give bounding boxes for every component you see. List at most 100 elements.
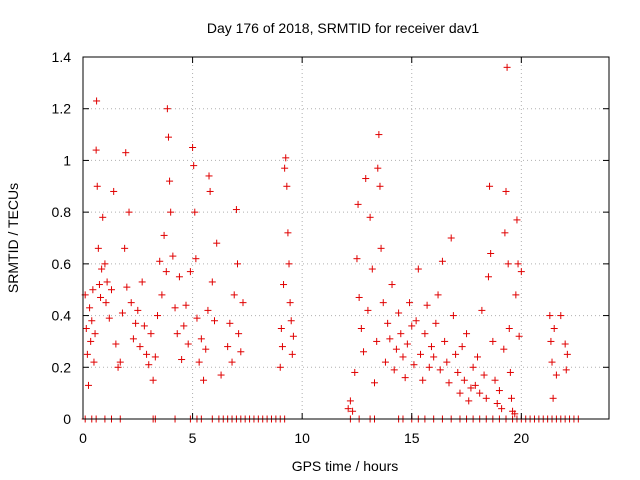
data-point xyxy=(232,206,240,214)
data-point xyxy=(208,278,216,286)
data-point xyxy=(449,312,457,320)
data-point xyxy=(438,257,446,265)
data-point xyxy=(355,293,363,301)
data-point xyxy=(175,273,183,281)
data-point xyxy=(99,213,107,221)
data-point xyxy=(507,394,515,402)
data-point xyxy=(434,291,442,299)
data-point xyxy=(395,309,403,317)
x-tick-label: 10 xyxy=(294,430,310,446)
data-point xyxy=(237,348,245,356)
data-point xyxy=(354,200,362,208)
data-point xyxy=(88,317,96,325)
data-point xyxy=(226,319,234,327)
data-point xyxy=(427,343,435,351)
data-point xyxy=(362,175,370,183)
data-point xyxy=(83,350,91,358)
data-point xyxy=(505,325,513,332)
data-point xyxy=(482,394,490,402)
data-point xyxy=(224,343,232,351)
data-point xyxy=(501,229,509,237)
data-point xyxy=(123,283,131,291)
data-point xyxy=(132,319,140,327)
data-point xyxy=(125,208,133,216)
data-point xyxy=(136,343,144,351)
data-point xyxy=(381,358,389,366)
data-point xyxy=(384,319,392,327)
data-point xyxy=(432,319,440,327)
data-point xyxy=(414,265,422,273)
data-point xyxy=(373,337,381,345)
data-point xyxy=(191,208,199,216)
data-point xyxy=(147,330,155,338)
data-point xyxy=(211,317,218,325)
data-point xyxy=(82,325,90,332)
data-point xyxy=(93,97,101,105)
data-point xyxy=(452,350,460,358)
x-tick-label: 20 xyxy=(514,430,530,446)
data-point xyxy=(101,260,109,268)
data-point xyxy=(399,353,407,361)
data-point xyxy=(443,358,451,366)
data-point xyxy=(95,281,103,289)
data-point xyxy=(517,268,525,276)
data-point xyxy=(114,363,122,371)
data-point xyxy=(469,363,477,371)
y-tick-label: 0.6 xyxy=(52,256,72,272)
data-point xyxy=(171,304,179,312)
data-point xyxy=(166,177,174,185)
data-point xyxy=(550,325,558,332)
y-axis-label: SRMTID / TECUs xyxy=(5,183,21,293)
data-point xyxy=(511,410,519,418)
data-point xyxy=(206,187,214,195)
data-point xyxy=(235,330,243,338)
chart-title: Day 176 of 2018, SRMTID for receiver dav… xyxy=(207,20,480,36)
data-point xyxy=(421,330,429,338)
data-point xyxy=(145,361,153,369)
data-point xyxy=(138,278,146,286)
data-point xyxy=(204,306,212,314)
data-point xyxy=(169,252,177,260)
tick-labels: 0 5 10 15 20 0 0.2 0.4 0.6 0.8 1 1.2 1.4 xyxy=(52,49,530,446)
data-point xyxy=(121,244,129,252)
data-point xyxy=(154,312,162,320)
data-point xyxy=(173,330,181,338)
data-point xyxy=(467,384,475,392)
data-point xyxy=(504,260,512,268)
data-point xyxy=(392,345,400,353)
data-point xyxy=(401,374,409,382)
data-point xyxy=(239,299,247,307)
data-point xyxy=(379,299,387,307)
data-point xyxy=(276,363,284,371)
data-point xyxy=(562,366,570,374)
data-point xyxy=(140,322,148,330)
grid-lines xyxy=(83,57,609,419)
data-point xyxy=(164,133,172,141)
data-point xyxy=(458,343,466,351)
data-point xyxy=(103,278,111,286)
y-tick-label: 0.8 xyxy=(52,204,72,220)
data-point xyxy=(513,216,521,224)
data-point xyxy=(180,322,188,330)
data-point xyxy=(495,387,503,395)
data-point xyxy=(90,358,98,366)
data-point xyxy=(200,376,208,384)
data-point xyxy=(423,301,431,309)
x-tick-label: 5 xyxy=(189,430,197,446)
data-point xyxy=(557,312,565,320)
x-tick-label: 15 xyxy=(404,430,420,446)
data-point xyxy=(93,182,101,190)
data-point xyxy=(102,299,110,307)
data-point xyxy=(284,229,292,237)
data-point xyxy=(189,144,197,151)
data-point xyxy=(167,208,175,216)
data-point xyxy=(425,363,433,371)
data-point xyxy=(346,397,354,405)
data-point xyxy=(118,309,126,317)
data-point xyxy=(283,182,291,190)
data-point xyxy=(228,358,236,366)
y-tick-label: 1.4 xyxy=(52,49,72,65)
data-point xyxy=(515,332,523,340)
